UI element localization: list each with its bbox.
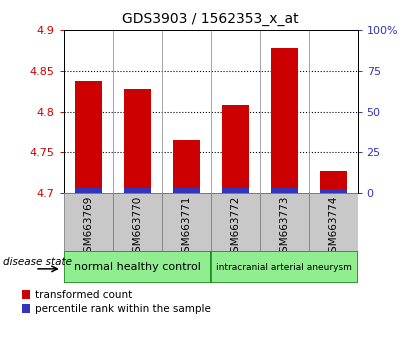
Bar	[270, 188, 298, 193]
Bar	[222, 188, 249, 193]
Bar	[222, 105, 249, 193]
Bar	[113, 193, 162, 251]
Bar	[270, 48, 298, 193]
Text: disease state: disease state	[2, 257, 72, 268]
Bar	[64, 251, 210, 283]
Bar	[260, 193, 309, 251]
Bar	[309, 193, 358, 251]
Text: GSM663774: GSM663774	[328, 196, 338, 259]
Text: GSM663773: GSM663773	[279, 196, 289, 259]
Bar	[320, 189, 346, 193]
Text: GSM663769: GSM663769	[83, 196, 93, 259]
Bar	[173, 140, 200, 193]
Legend: transformed count, percentile rank within the sample: transformed count, percentile rank withi…	[22, 290, 211, 314]
Text: GSM663772: GSM663772	[230, 196, 240, 259]
Bar	[75, 188, 102, 193]
Bar	[64, 193, 113, 251]
Bar	[162, 193, 211, 251]
Text: intracranial arterial aneurysm: intracranial arterial aneurysm	[216, 263, 352, 272]
Bar	[211, 193, 260, 251]
Text: normal healthy control: normal healthy control	[74, 262, 201, 272]
Text: GSM663770: GSM663770	[132, 196, 142, 259]
Bar	[124, 188, 151, 193]
Bar	[211, 251, 358, 283]
Bar	[320, 171, 346, 193]
Bar	[173, 188, 200, 193]
Bar	[124, 89, 151, 193]
Title: GDS3903 / 1562353_x_at: GDS3903 / 1562353_x_at	[122, 12, 299, 26]
Bar	[75, 81, 102, 193]
Text: GSM663771: GSM663771	[181, 196, 191, 259]
